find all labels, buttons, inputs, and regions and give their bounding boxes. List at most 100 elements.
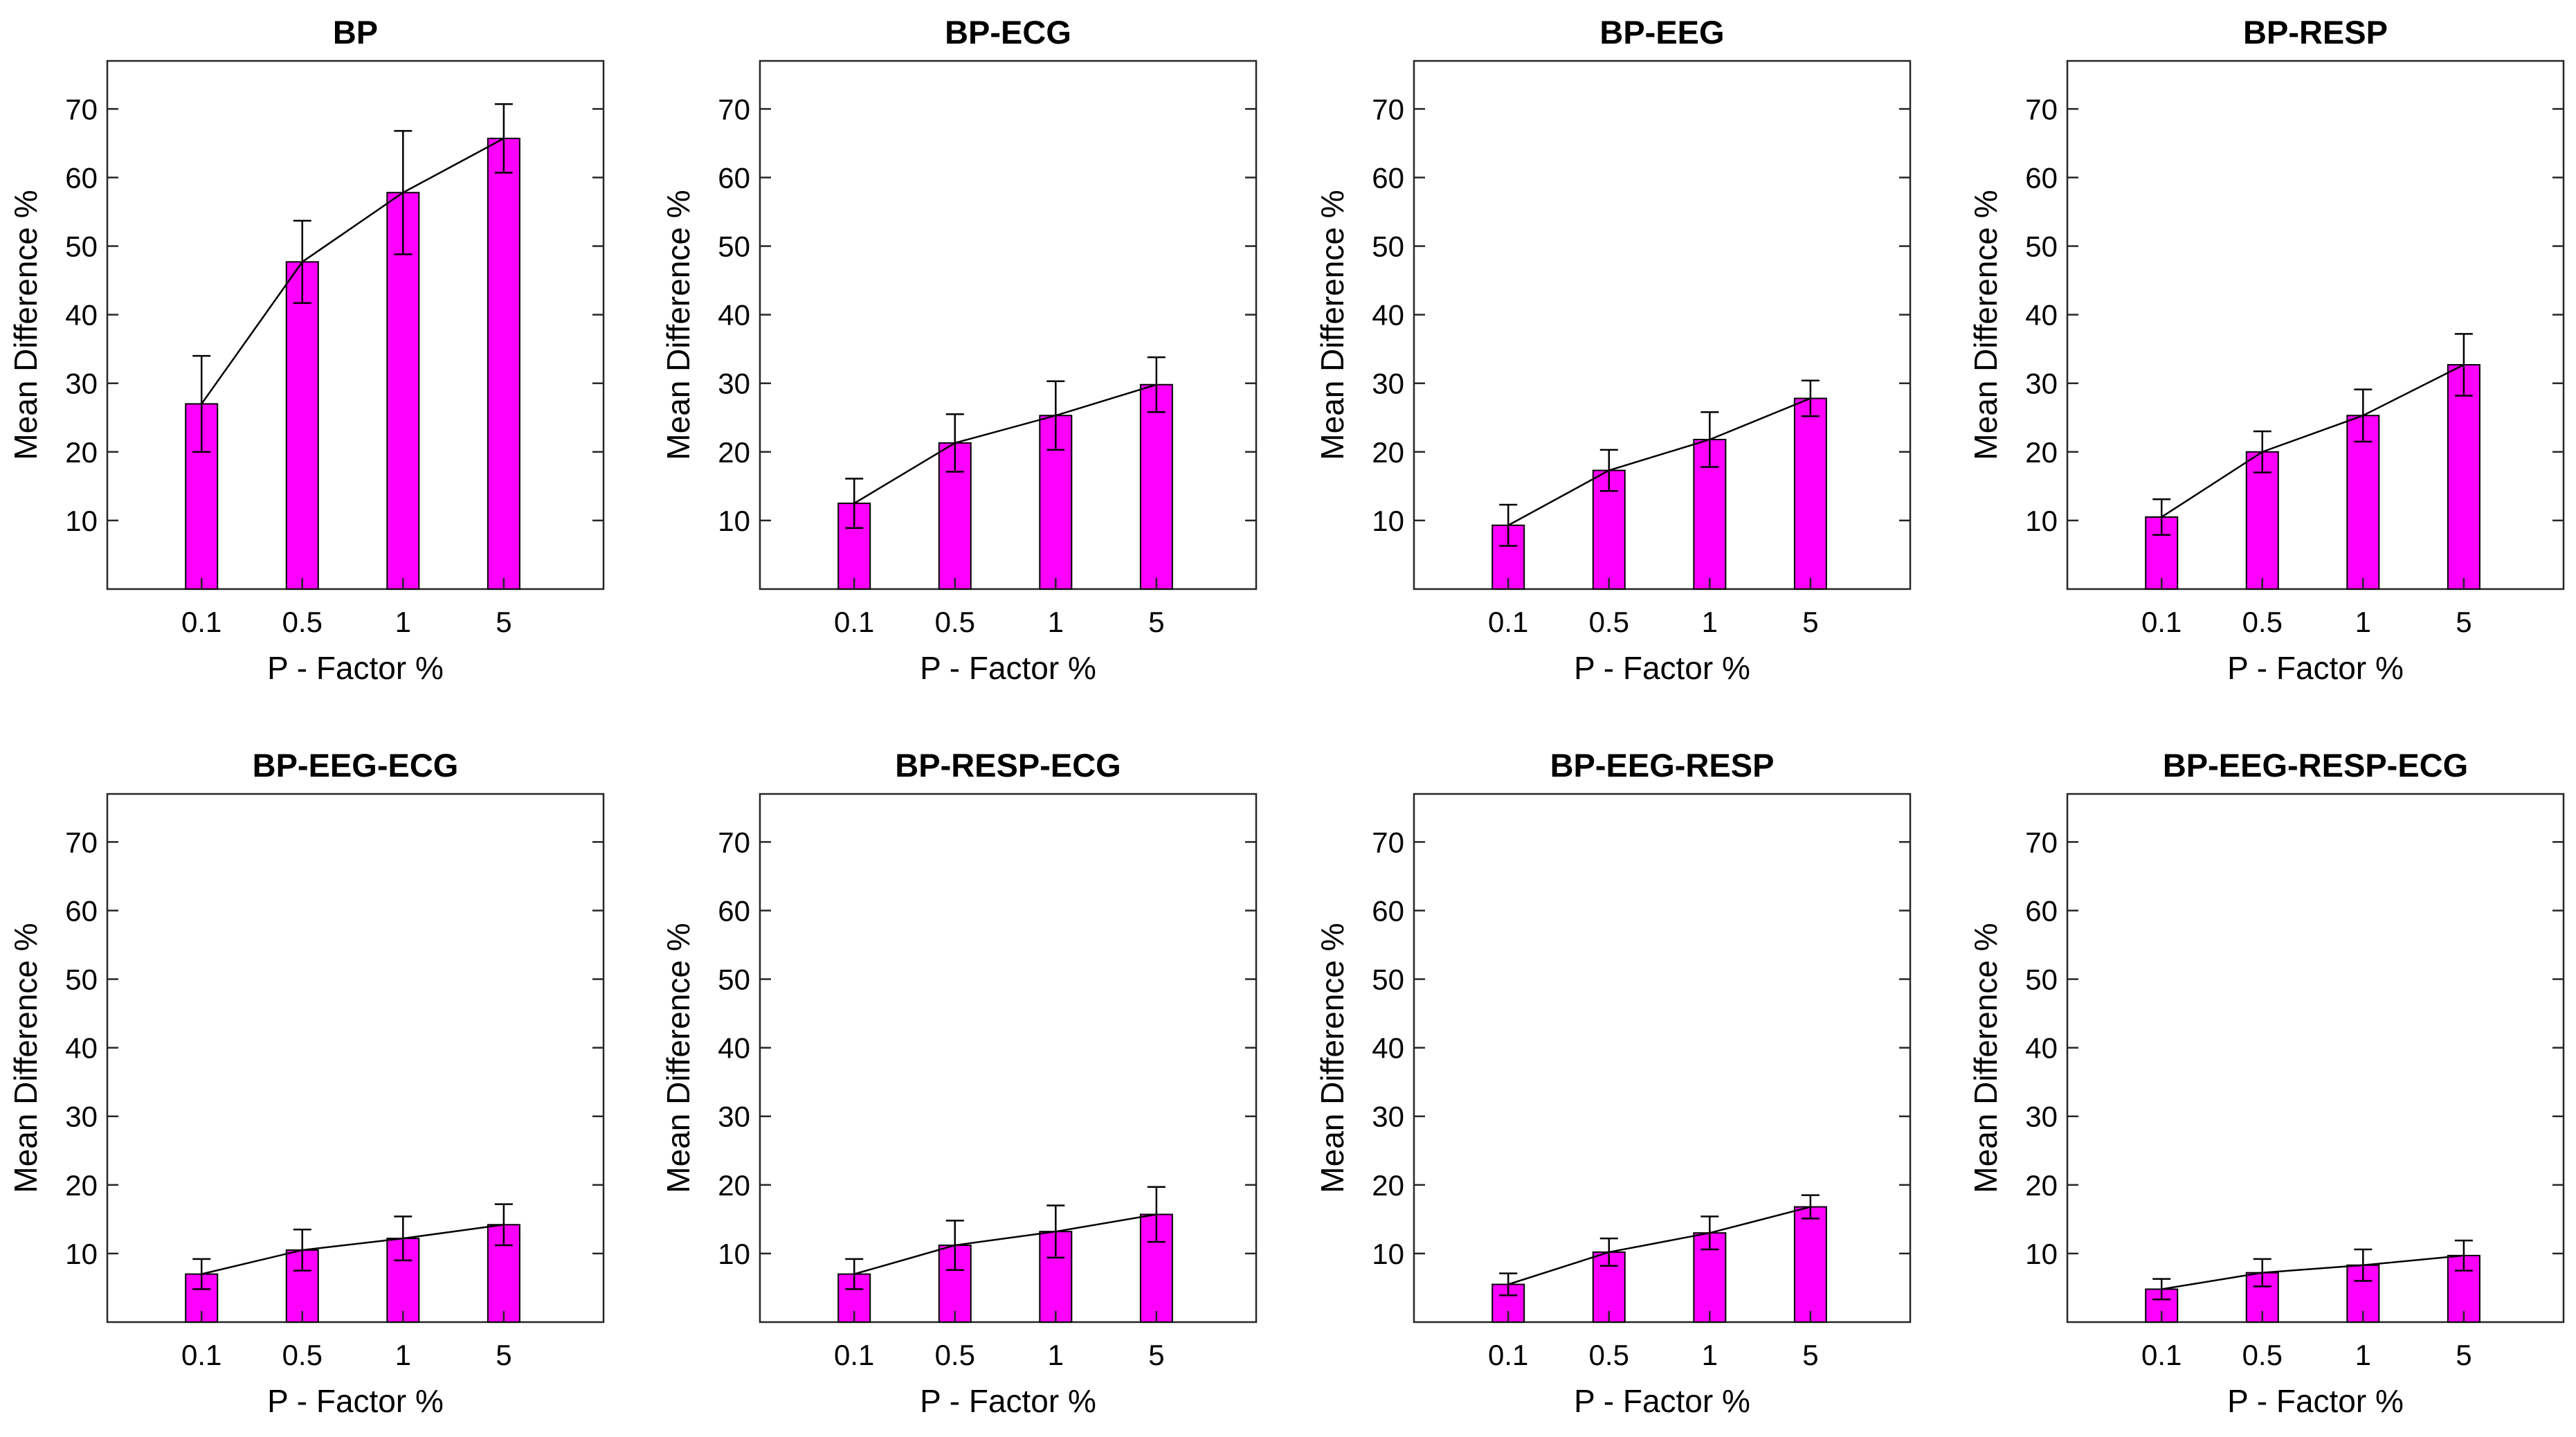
plot-7-ytick-label: 30 xyxy=(2025,1101,2058,1133)
plot-1-error-bar xyxy=(1046,380,1065,451)
plot-3-error-bar xyxy=(2152,498,2171,536)
plot-0-xtick-label: 5 xyxy=(496,606,511,638)
plot-0-series-line xyxy=(201,137,505,405)
plot-0-xtick-label: 0.5 xyxy=(282,606,323,638)
plot-7-ytick-label: 50 xyxy=(2025,964,2058,996)
plot-1-ytick-label: 30 xyxy=(718,368,750,400)
plot-2-ytick-label: 20 xyxy=(1372,436,1404,469)
plot-0: BP 10 20 30 40 50 60 70 0.1 0.5 1 5 P - Factor % Mean… xyxy=(8,14,605,686)
plot-5-ytick-label: 70 xyxy=(718,826,750,858)
plot-5-ylabel: Mean Difference % xyxy=(660,923,696,1193)
plot-7-ytick-label: 40 xyxy=(2025,1032,2058,1065)
plot-0-ytick-label: 60 xyxy=(65,161,98,194)
plot-1-title: BP-ECG xyxy=(945,14,1071,51)
plot-3-xtick-label: 1 xyxy=(2355,606,2371,638)
plot-5-ytick-label: 60 xyxy=(718,894,750,927)
plot-6-ytick-label: 70 xyxy=(1372,826,1404,858)
plot-1-series-line xyxy=(853,383,1157,505)
plot-0-ytick-label: 30 xyxy=(65,368,98,400)
plot-0-ytick-label: 40 xyxy=(65,299,98,332)
plot-2-error-bar xyxy=(1599,449,1618,492)
plot-4-xlabel: P - Factor % xyxy=(267,1383,444,1419)
plot-1-ytick-label: 40 xyxy=(718,299,750,332)
plot-3-error-bar xyxy=(2253,430,2271,473)
plot-2-error-bar xyxy=(1801,379,1820,417)
plot-7-title: BP-EEG-RESP-ECG xyxy=(2163,747,2468,784)
plot-5-ytick-label: 30 xyxy=(718,1101,750,1133)
plot-2-xtick-label: 0.1 xyxy=(1488,606,1528,638)
plot-0-bar xyxy=(487,137,520,590)
plot-3-axes-box xyxy=(2066,60,2565,590)
plot-7-xtick-label: 0.5 xyxy=(2242,1339,2283,1371)
plot-0-ytick-label: 10 xyxy=(65,505,98,537)
plot-4-xtick-label: 5 xyxy=(496,1339,511,1371)
plot-2-axes-box xyxy=(1413,60,1912,590)
plot-4-xtick-label: 1 xyxy=(395,1339,411,1371)
plot-7-ytick-label: 70 xyxy=(2025,826,2058,858)
plot-5-error-bar xyxy=(1046,1204,1065,1259)
plot-2-bar xyxy=(1793,397,1827,590)
plot-5-error-bar xyxy=(945,1220,964,1271)
plot-7-xlabel: P - Factor % xyxy=(2227,1383,2404,1419)
plot-0-ylabel: Mean Difference % xyxy=(8,190,44,460)
plot-6-xlabel: P - Factor % xyxy=(1574,1383,1750,1419)
plot-3-xlabel: P - Factor % xyxy=(2227,650,2404,686)
plot-6-xtick-label: 5 xyxy=(1802,1339,1818,1371)
plot-1: BP-ECG 10 20 30 40 50 60 70 0.1 0.5 1 5 P - Factor %… xyxy=(660,14,1258,686)
plot-4-error-bar xyxy=(494,1203,513,1247)
plot-3-ytick-label: 50 xyxy=(2025,231,2058,263)
plot-0-error-bar xyxy=(293,219,311,305)
plot-1-ytick-label: 50 xyxy=(718,231,750,263)
plot-6-axes-box xyxy=(1413,793,1912,1323)
plot-7-ytick-label: 20 xyxy=(2025,1169,2058,1202)
plot-6-ytick-label: 10 xyxy=(1372,1238,1404,1270)
plot-7-xtick-label: 0.1 xyxy=(2141,1339,2182,1371)
plot-7-ylabel: Mean Difference % xyxy=(1968,923,2004,1193)
plot-6-xtick-label: 0.5 xyxy=(1589,1339,1629,1371)
plot-3-ytick-label: 60 xyxy=(2025,161,2058,194)
plot-0-error-bar xyxy=(192,354,211,453)
plot-6-ytick-label: 40 xyxy=(1372,1032,1404,1065)
plot-1-ytick-label: 20 xyxy=(718,436,750,469)
plot-5-xtick-label: 1 xyxy=(1048,1339,1064,1371)
plot-4-axes-box xyxy=(106,793,605,1323)
plot-2-error-bar xyxy=(1700,411,1719,468)
plot-7: BP-EEG-RESP-ECG 10 20 30 40 50 60 70 0.1 0.5 1 5 P -… xyxy=(1968,747,2565,1419)
plot-2-ytick-label: 10 xyxy=(1372,505,1404,537)
plot-1-xtick-label: 0.1 xyxy=(834,606,874,638)
plot-0-error-bar xyxy=(494,103,513,174)
plot-2: BP-EEG 10 20 30 40 50 60 70 0.1 0.5 1 5 P - Factor %… xyxy=(1314,14,1912,686)
plot-2-title: BP-EEG xyxy=(1599,14,1724,51)
plot-5-error-bar xyxy=(845,1258,864,1290)
plot-3-ytick-label: 40 xyxy=(2025,299,2058,332)
plot-5-error-bar xyxy=(1147,1186,1165,1243)
plot-1-ytick-label: 70 xyxy=(718,93,750,125)
plot-0-error-bar xyxy=(394,129,412,255)
plot-4: BP-EEG-ECG 10 20 30 40 50 60 70 0.1 0.5 1 5 P - Fact… xyxy=(8,747,605,1419)
plot-2-xlabel: P - Factor % xyxy=(1574,650,1750,686)
plot-6-ytick-label: 20 xyxy=(1372,1169,1404,1202)
plot-3-xtick-label: 0.1 xyxy=(2141,606,2182,638)
plot-7-xtick-label: 1 xyxy=(2355,1339,2371,1371)
plot-3-bar xyxy=(2447,363,2480,590)
plot-7-ytick-label: 10 xyxy=(2025,1238,2058,1270)
plot-6-series-line xyxy=(1507,1206,1811,1285)
plot-7-xtick-label: 5 xyxy=(2456,1339,2471,1371)
plot-0-xtick-label: 1 xyxy=(395,606,411,638)
plot-1-xlabel: P - Factor % xyxy=(920,650,1096,686)
plot-1-error-bar xyxy=(945,413,964,473)
plot-6-ytick-label: 50 xyxy=(1372,964,1404,996)
plot-2-ytick-label: 60 xyxy=(1372,161,1404,194)
plot-6-error-bar xyxy=(1700,1215,1719,1251)
plot-7-error-bar xyxy=(2152,1278,2171,1301)
plot-4-xtick-label: 0.1 xyxy=(181,1339,221,1371)
plot-5: BP-RESP-ECG 10 20 30 40 50 60 70 0.1 0.5 1 5 P - Fac… xyxy=(660,747,1258,1419)
plot-5-ytick-label: 50 xyxy=(718,964,750,996)
plot-5-xtick-label: 5 xyxy=(1148,1339,1164,1371)
plot-3-series-line xyxy=(2161,363,2465,518)
plot-6-error-bar xyxy=(1801,1194,1820,1220)
plot-0-axes-box xyxy=(106,60,605,590)
plot-4-series-line xyxy=(201,1224,505,1275)
plot-3-ytick-label: 70 xyxy=(2025,93,2058,125)
